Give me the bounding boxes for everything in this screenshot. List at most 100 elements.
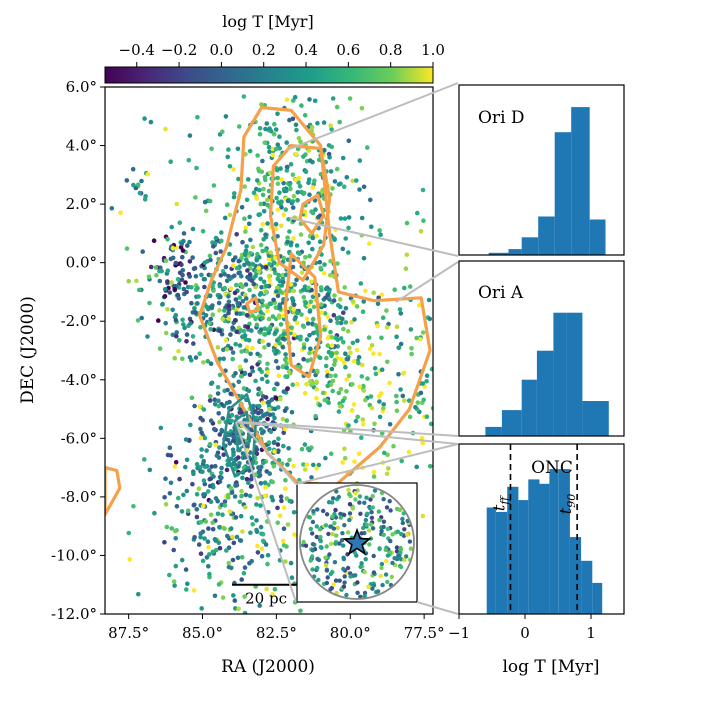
star-point xyxy=(277,341,283,346)
star-point xyxy=(219,475,224,481)
star-point xyxy=(354,178,359,183)
star-point xyxy=(167,445,173,451)
star-point xyxy=(294,320,300,326)
star-point xyxy=(244,244,249,249)
star-point xyxy=(240,284,245,290)
colorbar-tick-label: 0.6 xyxy=(336,41,360,59)
dec-tick-label: 4.0° xyxy=(66,137,97,155)
star-point xyxy=(263,264,269,270)
star-point xyxy=(199,447,204,452)
star-point xyxy=(219,238,224,244)
star-point xyxy=(290,199,296,204)
star-point xyxy=(328,329,333,335)
star-point xyxy=(218,249,223,254)
star-point xyxy=(279,177,284,182)
star-point xyxy=(296,136,302,141)
star-point xyxy=(278,223,284,229)
star-point xyxy=(228,526,234,531)
inset-point xyxy=(408,546,414,551)
star-point xyxy=(329,127,334,132)
star-point xyxy=(409,346,414,351)
star-point xyxy=(312,178,317,183)
star-point xyxy=(420,330,426,335)
star-point xyxy=(280,344,286,350)
star-point xyxy=(293,177,298,183)
star-point xyxy=(187,259,193,264)
star-point xyxy=(408,327,414,332)
star-point xyxy=(371,290,377,296)
star-point xyxy=(135,182,141,187)
star-point xyxy=(424,379,429,384)
inset-point xyxy=(338,511,343,517)
star-point xyxy=(209,464,214,469)
star-point xyxy=(409,351,414,357)
star-point xyxy=(224,467,230,473)
star-point xyxy=(301,342,307,347)
star-point xyxy=(361,184,367,190)
star-point xyxy=(176,296,182,301)
star-point xyxy=(342,285,348,290)
histogram-bar xyxy=(528,479,540,614)
star-point xyxy=(179,557,185,563)
star-point xyxy=(343,364,348,370)
inset-point xyxy=(378,573,383,579)
histogram-bar xyxy=(558,469,570,614)
inset-point xyxy=(310,531,315,536)
star-point xyxy=(328,123,333,128)
star-point xyxy=(265,361,270,367)
star-point xyxy=(335,320,340,326)
star-point xyxy=(433,363,438,368)
star-point xyxy=(302,113,308,118)
star-point xyxy=(236,455,241,460)
star-point xyxy=(238,538,244,543)
inset-point xyxy=(324,580,330,586)
inset-point xyxy=(390,560,395,566)
star-point xyxy=(363,288,368,294)
star-point xyxy=(265,308,270,314)
star-point xyxy=(140,249,145,254)
star-point xyxy=(270,314,276,319)
dec-tick-label: -10.0° xyxy=(51,546,97,564)
star-point xyxy=(208,361,214,367)
star-point xyxy=(224,202,230,207)
star-point xyxy=(286,369,292,374)
star-point xyxy=(190,481,195,487)
star-point xyxy=(329,335,334,340)
inset-point xyxy=(338,515,343,520)
star-point xyxy=(254,502,259,507)
star-point xyxy=(285,235,290,240)
star-point xyxy=(216,540,222,545)
star-point xyxy=(98,222,103,227)
inset-point xyxy=(355,590,360,595)
star-point xyxy=(260,222,266,227)
inset-point xyxy=(358,511,363,516)
star-point xyxy=(258,242,264,248)
star-point xyxy=(180,356,185,362)
star-point xyxy=(240,529,245,534)
star-point xyxy=(297,251,302,256)
star-point xyxy=(225,387,230,393)
star-point xyxy=(142,197,148,202)
star-point xyxy=(152,510,157,516)
star-point xyxy=(286,217,291,222)
star-point xyxy=(260,303,266,308)
connector-lines xyxy=(235,82,459,615)
star-point xyxy=(226,310,231,316)
star-point xyxy=(258,390,264,396)
star-point xyxy=(184,457,190,463)
star-point xyxy=(232,273,237,279)
star-point xyxy=(254,178,260,183)
inset-point xyxy=(368,497,373,502)
inset-point xyxy=(402,527,407,532)
star-point xyxy=(267,149,272,154)
star-point xyxy=(396,372,401,377)
star-point xyxy=(198,325,203,330)
star-point xyxy=(315,368,320,374)
inset-point xyxy=(323,563,329,568)
star-point xyxy=(254,257,259,263)
star-point xyxy=(418,390,424,396)
star-point xyxy=(324,369,330,375)
inset-point xyxy=(328,571,333,577)
inset-point xyxy=(372,488,378,493)
star-point xyxy=(256,168,262,174)
